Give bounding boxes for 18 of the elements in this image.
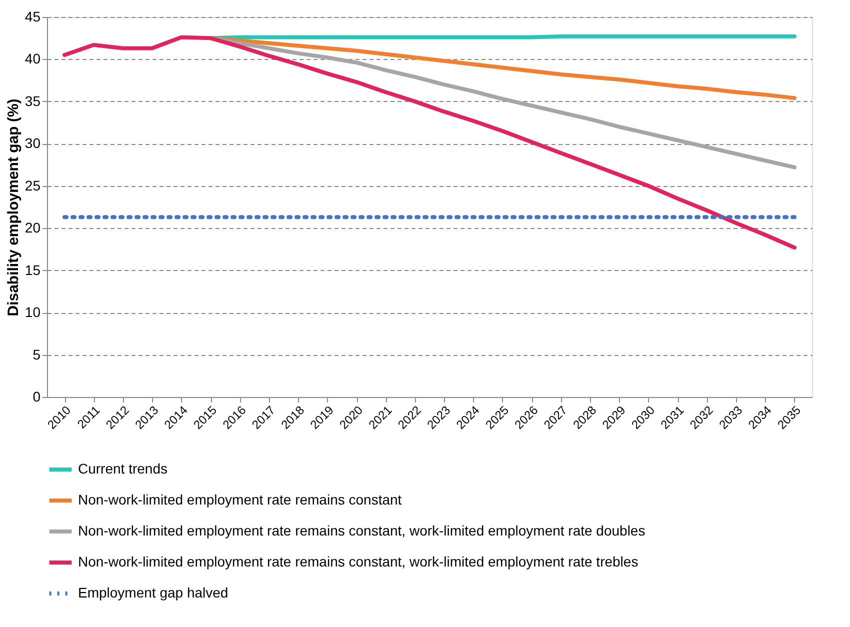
line-series — [62, 35, 796, 250]
y-tick-label: 15 — [24, 262, 41, 278]
y-tick-label: 0 — [32, 388, 41, 404]
y-axis-title: Disability employment gap (%) — [4, 98, 22, 316]
legend-label: Current trends — [78, 460, 168, 476]
y-tick-label: 35 — [24, 92, 41, 109]
y-tick-label: 10 — [24, 304, 41, 320]
line-series — [208, 36, 796, 100]
legend-label: Non-work-limited employment rate remains constant, work-limited employment rate doubles — [78, 522, 646, 538]
y-tick-label: 5 — [32, 346, 41, 362]
legend-label: Non-work-limited employment rate remains constant — [78, 492, 402, 508]
legend-label: Non-work-limited employment rate remains constant, work-limited employment rate trebles — [78, 554, 638, 570]
y-tick-label: 30 — [24, 135, 41, 152]
y-tick-label: 45 — [24, 8, 41, 24]
y-tick-label: 25 — [24, 177, 41, 194]
legend-label: Employment gap halved — [78, 584, 228, 600]
y-tick-label: 40 — [24, 50, 41, 67]
y-tick-label: 20 — [24, 220, 41, 236]
